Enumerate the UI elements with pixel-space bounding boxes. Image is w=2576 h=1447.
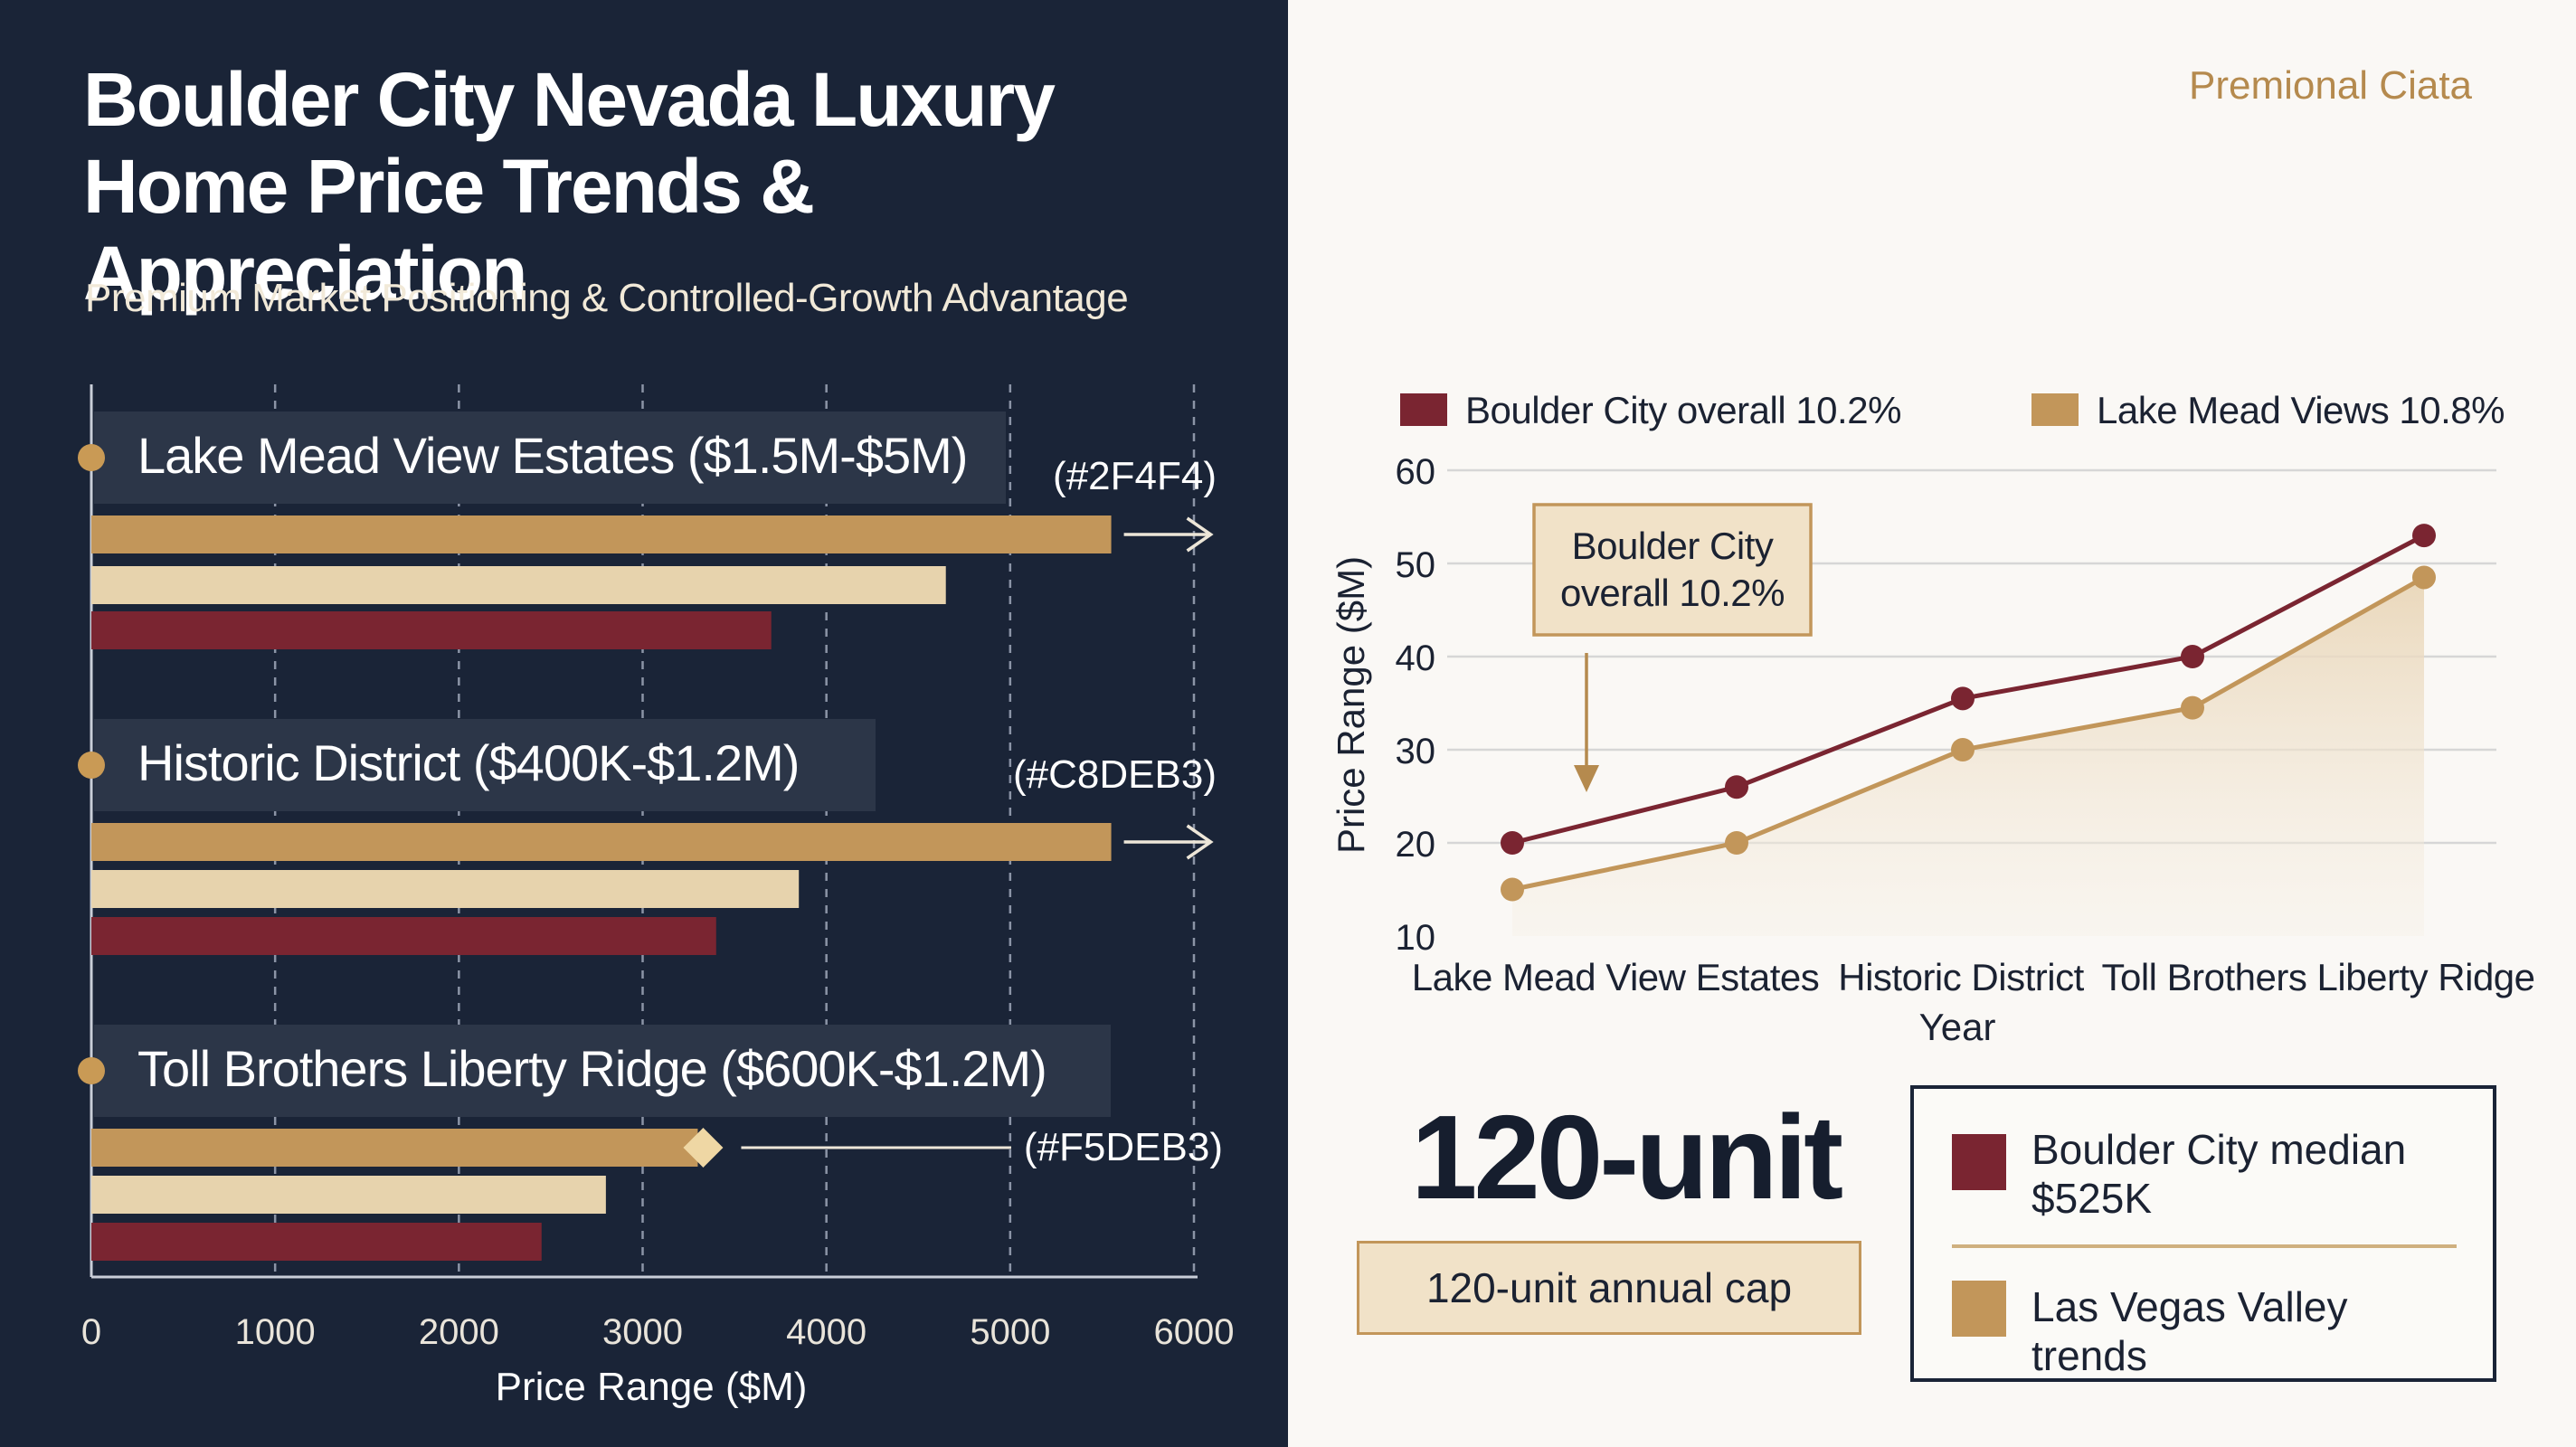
data-point xyxy=(2412,524,2436,548)
group-label-box xyxy=(94,411,1006,504)
bar-arrow-head xyxy=(1186,824,1214,860)
annotation-line-2: overall 10.2% xyxy=(1560,572,1785,614)
data-point xyxy=(1501,877,1524,902)
data-point xyxy=(1725,831,1748,855)
bar xyxy=(91,1129,698,1167)
group-label: Toll Brothers Liberty Ridge ($600K-$1.2M… xyxy=(137,1040,1046,1097)
y-axis-label: Price Range ($M) xyxy=(1330,556,1372,854)
bar xyxy=(91,566,946,604)
bar-arrow-head xyxy=(1186,516,1214,553)
bar-diamond-marker xyxy=(683,1128,724,1168)
legend-swatch-gold xyxy=(1952,1281,2006,1337)
group-tag: (#2F4F4) xyxy=(1053,454,1217,498)
y-tick-label: 20 xyxy=(1396,825,1436,865)
annotation-line-1: Boulder City xyxy=(1572,525,1774,567)
group-marker-dot xyxy=(78,444,105,471)
legend-box-label-trends: Las Vegas Valley trends xyxy=(2031,1283,2348,1379)
x-tick-label: 6000 xyxy=(1154,1312,1235,1352)
left-panel: Boulder City Nevada Luxury Home Price Tr… xyxy=(0,0,1288,1447)
bar xyxy=(91,515,1112,553)
page-title: Boulder City Nevada Luxury Home Price Tr… xyxy=(83,57,1056,316)
x-category-label: Toll Brothers Liberty Ridge xyxy=(2101,956,2534,998)
bar-chart: 0 1000 2000 3000 4000 5000 6000 Price Range ($M… xyxy=(78,384,1235,1409)
brand-label: Premional Ciata xyxy=(2189,63,2473,108)
data-point xyxy=(2181,645,2204,668)
legend-divider xyxy=(1952,1244,2457,1248)
data-point xyxy=(1501,831,1524,855)
cap-label: 120-unit annual cap xyxy=(1425,1264,1793,1311)
bar xyxy=(91,1223,542,1261)
data-point xyxy=(2412,565,2436,590)
unit-cap-stat: 120-unit xyxy=(1411,1091,1843,1224)
cap-label-box: 120-unit annual cap xyxy=(1357,1241,1861,1335)
bar xyxy=(91,870,800,908)
legend-label: Lake Mead Views 10.8% xyxy=(2097,389,2505,431)
annotation-arrow-head xyxy=(1574,765,1599,792)
x-category-label: Lake Mead View Estates xyxy=(1412,956,1820,998)
legend-swatch xyxy=(2031,393,2079,426)
legend-swatch-maroon xyxy=(1952,1134,2006,1190)
group-label: Historic District ($400K-$1.2M) xyxy=(137,734,799,791)
x-tick-label: 0 xyxy=(81,1312,101,1352)
y-tick-label: 40 xyxy=(1396,638,1436,678)
legend-box-label-median: Boulder City median $525K xyxy=(2031,1126,2407,1222)
group-label-box xyxy=(94,719,876,811)
y-tick-label: 50 xyxy=(1396,545,1436,585)
x-tick-label: 3000 xyxy=(602,1312,683,1352)
bar xyxy=(91,823,1112,861)
y-tick-label: 30 xyxy=(1396,732,1436,771)
x-tick-label: 2000 xyxy=(419,1312,499,1352)
x-axis-label: Year xyxy=(1919,1006,1996,1048)
x-tick-label: 1000 xyxy=(235,1312,316,1352)
data-point xyxy=(2181,695,2204,720)
bar xyxy=(91,611,772,649)
annotation-box xyxy=(1532,503,1813,637)
data-point xyxy=(1951,738,1975,761)
group-label-box xyxy=(94,1025,1111,1117)
group-tag: (#F5DEB3) xyxy=(1024,1125,1223,1169)
legend-box: Boulder City median $525K Las Vegas Vall… xyxy=(1910,1085,2496,1382)
page-subtitle: Premium Market Positioning & Controlled-… xyxy=(85,276,1129,320)
group-marker-dot xyxy=(78,752,105,779)
group-marker-dot xyxy=(78,1057,105,1084)
y-tick-label: 60 xyxy=(1396,452,1436,492)
group-label: Lake Mead View Estates ($1.5M-$5M) xyxy=(137,427,967,484)
group-tag: (#C8DEB3) xyxy=(1013,752,1217,797)
data-point xyxy=(1951,686,1975,711)
data-point xyxy=(1725,775,1748,799)
bar xyxy=(91,917,716,955)
x-axis-label: Price Range ($M) xyxy=(496,1365,808,1409)
legend-swatch xyxy=(1400,393,1447,426)
x-category-label: Historic District xyxy=(1838,956,2084,998)
y-tick-label: 10 xyxy=(1396,918,1436,958)
x-tick-label: 4000 xyxy=(786,1312,867,1352)
line-chart: 10 20 30 40 50 60 Price Range ($M) Lake Mead Vi… xyxy=(1330,389,2535,1048)
x-tick-label: 5000 xyxy=(970,1312,1050,1352)
legend-label: Boulder City overall 10.2% xyxy=(1465,389,1901,431)
bar xyxy=(91,1176,606,1214)
